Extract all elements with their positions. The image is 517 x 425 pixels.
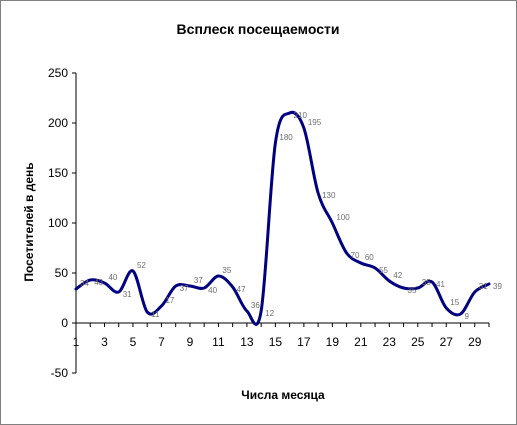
x-tick-label: 3	[101, 335, 108, 349]
x-tick-label: 27	[440, 335, 454, 349]
y-tick-label: 100	[48, 216, 68, 230]
x-tick-label: 1	[73, 335, 80, 349]
data-label: 34	[80, 279, 89, 288]
x-tick-label: 15	[269, 335, 283, 349]
data-label: 39	[493, 282, 502, 291]
data-label: 17	[165, 296, 174, 305]
data-label: 35	[422, 278, 431, 287]
x-tick-label: 13	[240, 335, 254, 349]
y-tick-label: -50	[51, 366, 69, 380]
data-label: 55	[379, 266, 388, 275]
x-tick-label: 7	[158, 335, 165, 349]
data-label: 12	[265, 309, 274, 318]
data-label: 36	[251, 301, 260, 310]
data-label: 70	[351, 251, 360, 260]
data-label: 210	[294, 111, 308, 120]
x-axis: 1 3 5 7 9 11 13 15 17 19 21 23 25 27 29	[73, 322, 490, 349]
x-tick-label: 21	[354, 335, 368, 349]
y-axis: -50 0 50 100 150 200 250	[48, 66, 77, 380]
x-tick-label: 25	[411, 335, 425, 349]
visitors-line	[74, 110, 491, 326]
x-axis-title: Числа месяца	[241, 388, 325, 402]
data-label: 31	[123, 290, 132, 299]
data-label: 180	[279, 133, 293, 142]
x-tick-label: 19	[326, 335, 340, 349]
data-label: 60	[365, 253, 374, 262]
data-label: 43	[94, 278, 103, 287]
x-tick-label: 5	[130, 335, 137, 349]
chart-title: Всплеск посещаемости	[177, 21, 340, 37]
data-label: 41	[436, 280, 445, 289]
data-label: 40	[208, 286, 217, 295]
series-line	[74, 110, 491, 326]
data-label: 130	[322, 191, 336, 200]
data-label: 9	[465, 312, 470, 321]
y-tick-label: 200	[48, 116, 68, 130]
x-tick-label: 17	[297, 335, 311, 349]
data-label: 15	[450, 298, 459, 307]
data-label: 35	[408, 286, 417, 295]
y-tick-label: 50	[55, 266, 69, 280]
y-tick-label: 250	[48, 66, 68, 80]
data-label: 100	[336, 213, 350, 222]
data-label: 42	[393, 271, 402, 280]
data-label: 37	[180, 284, 189, 293]
data-label: 11	[151, 310, 160, 319]
data-label: 31	[479, 282, 488, 291]
data-label: 37	[194, 276, 203, 285]
data-label: 40	[108, 273, 117, 282]
x-tick-label: 9	[187, 335, 194, 349]
y-tick-label: 150	[48, 166, 68, 180]
x-tick-label: 23	[383, 335, 397, 349]
data-label: 52	[137, 261, 146, 270]
y-axis-title: Посетителей в день	[22, 162, 36, 281]
data-label: 35	[222, 266, 231, 275]
y-tick-label: 0	[61, 316, 68, 330]
x-tick-label: 11	[212, 335, 225, 349]
data-label: 195	[308, 118, 322, 127]
data-label: 47	[237, 285, 246, 294]
x-tick-label: 29	[468, 335, 482, 349]
